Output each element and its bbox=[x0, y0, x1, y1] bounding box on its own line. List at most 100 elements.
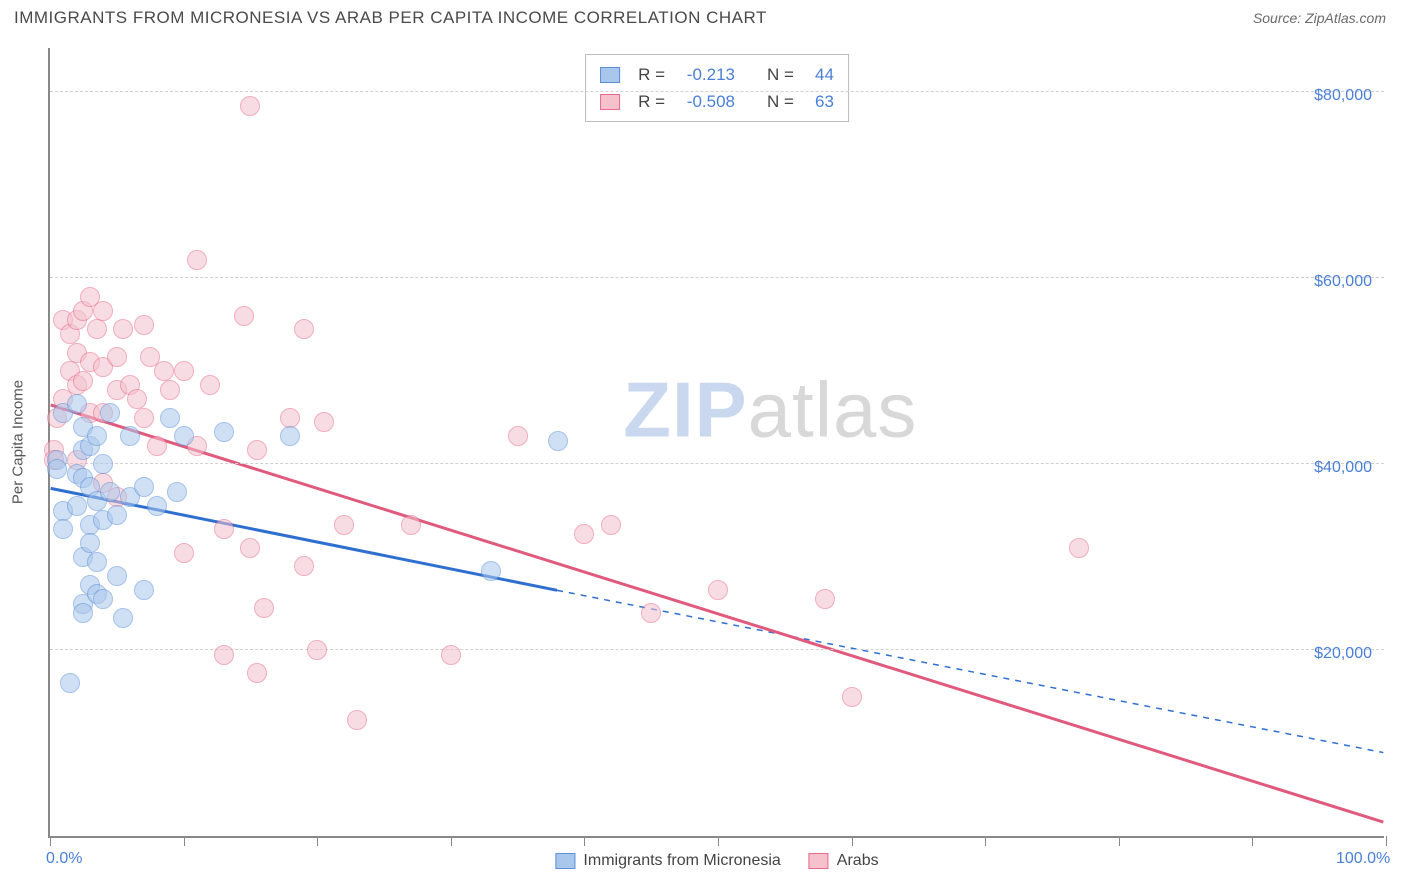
x-tick bbox=[985, 836, 986, 846]
data-point bbox=[174, 543, 194, 563]
x-tick bbox=[852, 836, 853, 846]
x-tick bbox=[584, 836, 585, 846]
data-point bbox=[154, 361, 174, 381]
data-point bbox=[134, 408, 154, 428]
data-point bbox=[314, 412, 334, 432]
data-point bbox=[134, 580, 154, 600]
data-point bbox=[708, 580, 728, 600]
legend-swatch bbox=[555, 853, 575, 869]
data-point bbox=[87, 426, 107, 446]
data-point bbox=[60, 673, 80, 693]
r-value: -0.213 bbox=[675, 61, 735, 88]
data-point bbox=[93, 454, 113, 474]
legend-swatch bbox=[600, 67, 620, 83]
data-point bbox=[240, 538, 260, 558]
chart-title: IMMIGRANTS FROM MICRONESIA VS ARAB PER C… bbox=[14, 8, 767, 28]
data-point bbox=[87, 319, 107, 339]
data-point bbox=[294, 319, 314, 339]
data-point bbox=[100, 403, 120, 423]
data-point bbox=[113, 608, 133, 628]
stats-box: R =-0.213N =44R =-0.508N =63 bbox=[585, 54, 849, 122]
source-label: Source: ZipAtlas.com bbox=[1253, 10, 1386, 26]
data-point bbox=[200, 375, 220, 395]
data-point bbox=[481, 561, 501, 581]
data-point bbox=[93, 589, 113, 609]
data-point bbox=[107, 347, 127, 367]
x-tick-label: 100.0% bbox=[1336, 850, 1390, 868]
data-point bbox=[187, 250, 207, 270]
data-point bbox=[548, 431, 568, 451]
data-point bbox=[247, 663, 267, 683]
data-point bbox=[160, 408, 180, 428]
x-tick-label: 0.0% bbox=[46, 850, 82, 868]
data-point bbox=[240, 96, 260, 116]
data-point bbox=[214, 519, 234, 539]
x-tick bbox=[184, 836, 185, 846]
x-tick bbox=[1119, 836, 1120, 846]
data-point bbox=[120, 426, 140, 446]
legend-swatch bbox=[809, 853, 829, 869]
data-point bbox=[280, 426, 300, 446]
legend-item: Arabs bbox=[809, 852, 879, 870]
data-point bbox=[574, 524, 594, 544]
data-point bbox=[87, 552, 107, 572]
legend-label: Arabs bbox=[837, 852, 879, 869]
data-point bbox=[80, 533, 100, 553]
y-tick-label: $40,000 bbox=[1314, 459, 1372, 477]
data-point bbox=[234, 306, 254, 326]
data-point bbox=[334, 515, 354, 535]
data-point bbox=[641, 603, 661, 623]
data-point bbox=[107, 566, 127, 586]
legend-item: Immigrants from Micronesia bbox=[555, 852, 780, 870]
x-tick bbox=[718, 836, 719, 846]
x-tick bbox=[1252, 836, 1253, 846]
data-point bbox=[280, 408, 300, 428]
data-point bbox=[134, 477, 154, 497]
n-value: 44 bbox=[804, 61, 834, 88]
x-tick bbox=[50, 836, 51, 846]
data-point bbox=[247, 440, 267, 460]
r-label: R = bbox=[638, 61, 665, 88]
data-point bbox=[214, 422, 234, 442]
data-point bbox=[147, 496, 167, 516]
data-point bbox=[347, 710, 367, 730]
y-tick-label: $20,000 bbox=[1314, 645, 1372, 663]
data-point bbox=[254, 598, 274, 618]
data-point bbox=[441, 645, 461, 665]
y-tick-label: $60,000 bbox=[1314, 273, 1372, 291]
scatter-chart: Per Capita Income ZIPatlas R =-0.213N =4… bbox=[48, 48, 1384, 838]
legend-swatch bbox=[600, 94, 620, 110]
data-point bbox=[127, 389, 147, 409]
stats-row: R = -0.213 N = 44 bbox=[600, 61, 834, 88]
data-point bbox=[601, 515, 621, 535]
data-point bbox=[307, 640, 327, 660]
gridline bbox=[50, 649, 1384, 650]
bottom-legend: Immigrants from Micronesia Arabs bbox=[555, 852, 878, 870]
data-point bbox=[1069, 538, 1089, 558]
data-point bbox=[508, 426, 528, 446]
data-point bbox=[100, 482, 120, 502]
n-label: N = bbox=[767, 61, 794, 88]
gridline bbox=[50, 277, 1384, 278]
data-point bbox=[815, 589, 835, 609]
data-point bbox=[67, 394, 87, 414]
data-point bbox=[401, 515, 421, 535]
data-point bbox=[167, 482, 187, 502]
data-point bbox=[160, 380, 180, 400]
data-point bbox=[134, 315, 154, 335]
y-axis-label: Per Capita Income bbox=[10, 380, 27, 504]
y-tick-label: $80,000 bbox=[1314, 87, 1372, 105]
x-tick bbox=[1386, 836, 1387, 846]
data-point bbox=[73, 371, 93, 391]
legend-label: Immigrants from Micronesia bbox=[583, 852, 780, 869]
x-tick bbox=[317, 836, 318, 846]
watermark: ZIPatlas bbox=[623, 365, 917, 456]
data-point bbox=[842, 687, 862, 707]
data-point bbox=[294, 556, 314, 576]
gridline bbox=[50, 463, 1384, 464]
x-tick bbox=[451, 836, 452, 846]
data-point bbox=[67, 496, 87, 516]
data-point bbox=[214, 645, 234, 665]
data-point bbox=[73, 603, 93, 623]
data-point bbox=[107, 505, 127, 525]
